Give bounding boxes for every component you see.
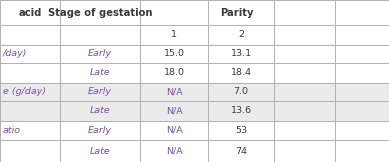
Bar (0, 63, 389, 83)
Text: atio: atio (3, 126, 21, 135)
Text: Stage of gestation: Stage of gestation (48, 8, 152, 17)
Text: 74: 74 (235, 147, 247, 156)
Text: N/A: N/A (166, 147, 182, 156)
Text: Early: Early (88, 126, 112, 135)
Text: 18.4: 18.4 (231, 68, 252, 77)
Text: 1: 1 (171, 30, 177, 39)
Text: Late: Late (90, 106, 110, 116)
Text: 13.6: 13.6 (231, 106, 252, 116)
Text: acid: acid (18, 8, 42, 17)
Text: N/A: N/A (166, 106, 182, 116)
Text: Parity: Parity (221, 8, 254, 17)
Text: Late: Late (90, 147, 110, 156)
Text: 13.1: 13.1 (231, 49, 252, 58)
Bar (0, 101, 389, 121)
Text: Late: Late (90, 68, 110, 77)
Text: e (g/day): e (g/day) (3, 87, 46, 96)
Text: Early: Early (88, 49, 112, 58)
Text: 7.0: 7.0 (234, 87, 249, 96)
Bar (0, 83, 389, 101)
Text: N/A: N/A (166, 87, 182, 96)
Text: 53: 53 (235, 126, 247, 135)
Text: 15.0: 15.0 (164, 49, 184, 58)
Text: 2: 2 (238, 30, 244, 39)
Bar (0, 121, 389, 140)
Text: /day): /day) (3, 49, 27, 58)
Text: Early: Early (88, 87, 112, 96)
Text: N/A: N/A (166, 126, 182, 135)
Bar (0, 45, 389, 63)
Text: 18.0: 18.0 (164, 68, 184, 77)
Bar (0, 140, 389, 162)
